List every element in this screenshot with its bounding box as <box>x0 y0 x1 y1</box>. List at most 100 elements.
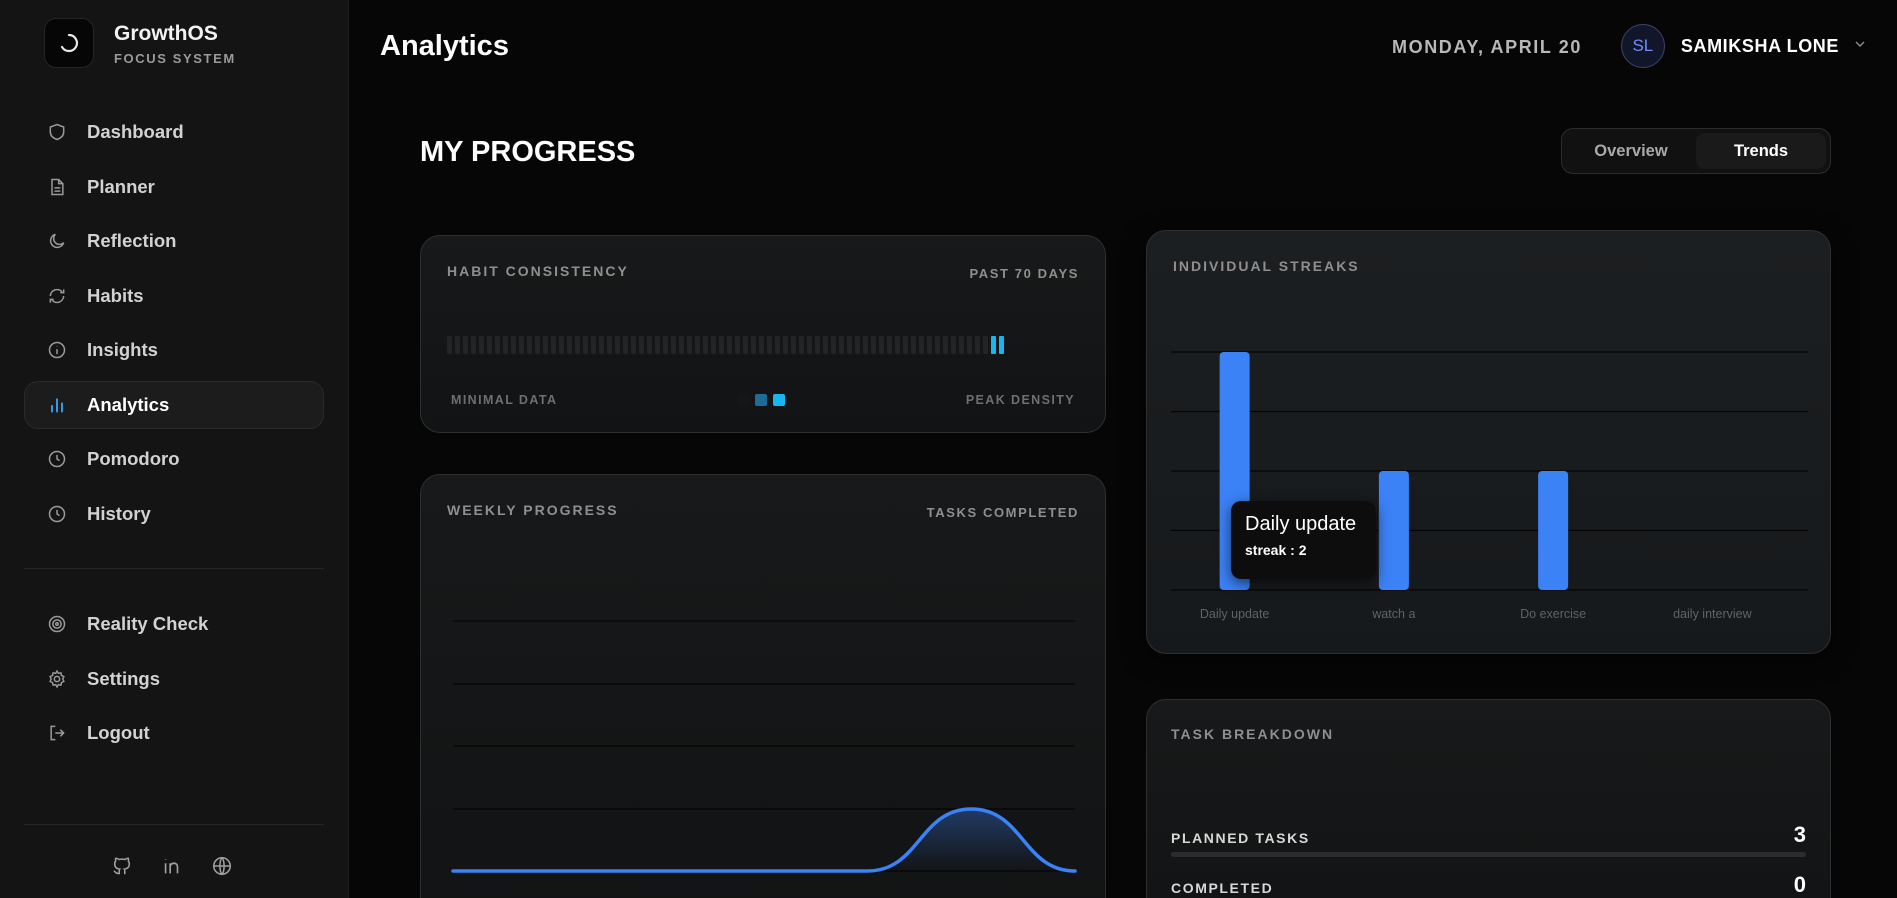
heatmap-day <box>575 336 580 354</box>
brand-name: GrowthOS <box>114 21 218 45</box>
breakdown-value: 0 <box>1793 872 1806 897</box>
brand[interactable]: GrowthOS FOCUS SYSTEM <box>44 18 236 68</box>
clock-icon <box>45 447 69 471</box>
heatmap-day <box>639 336 644 354</box>
tooltip-title: Daily update <box>1245 513 1357 535</box>
sidebar-item-pomodoro[interactable]: Pomodoro <box>24 435 324 483</box>
heatmap-day <box>799 336 804 354</box>
sidebar-item-habits[interactable]: Habits <box>24 272 324 320</box>
heatmap-day <box>959 336 964 354</box>
heatmap-day <box>855 336 860 354</box>
heatmap-day <box>671 336 676 354</box>
heatmap-day <box>527 336 532 354</box>
avatar: SL <box>1620 24 1665 68</box>
sidebar-item-settings[interactable]: Settings <box>24 655 324 703</box>
heatmap-day <box>991 336 996 354</box>
page-title: Analytics <box>380 30 509 62</box>
heatmap-day <box>679 336 684 354</box>
individual-streaks-card: INDIVIDUAL STREAKS Daily update watch a Do… <box>1146 230 1831 654</box>
tooltip-value: streak : 2 <box>1245 542 1307 558</box>
sidebar-item-label: History <box>87 502 151 524</box>
sidebar-divider <box>24 824 324 825</box>
heatmap-day <box>895 336 900 354</box>
heatmap-day <box>535 336 540 354</box>
heatmap-day <box>695 336 700 354</box>
legend-max-label: PEAK DENSITY <box>965 393 1075 407</box>
sidebar-item-dashboard[interactable]: Dashboard <box>24 108 324 156</box>
sidebar-bottom-nav: Reality Check Settings Logout <box>24 600 324 764</box>
user-name: SAMIKSHA LONE <box>1680 35 1839 56</box>
heatmap-day <box>487 336 492 354</box>
sidebar: GrowthOS FOCUS SYSTEM Dashboard Planner … <box>0 0 349 898</box>
heatmap-day <box>583 336 588 354</box>
heatmap-day <box>655 336 660 354</box>
sidebar-item-analytics[interactable]: Analytics <box>24 380 324 429</box>
sidebar-item-planner[interactable]: Planner <box>24 163 324 211</box>
card-subtitle: TASKS COMPLETED <box>926 505 1079 520</box>
refresh-icon <box>45 284 69 308</box>
heatmap-day <box>951 336 956 354</box>
brand-logo-icon <box>44 18 94 68</box>
card-title: HABIT CONSISTENCY <box>447 263 629 279</box>
card-subtitle: PAST 70 DAYS <box>969 266 1079 281</box>
heatmap-day <box>767 336 772 354</box>
info-icon <box>45 338 69 362</box>
sidebar-item-label: Analytics <box>87 393 170 415</box>
heatmap-day <box>831 336 836 354</box>
gear-icon <box>45 667 69 691</box>
heatmap-day <box>823 336 828 354</box>
sidebar-item-logout[interactable]: Logout <box>24 709 324 757</box>
shield-icon <box>45 120 69 144</box>
chart-tooltip: Daily update streak : 2 <box>1231 501 1376 579</box>
habit-heatmap <box>447 336 1004 354</box>
heatmap-day <box>999 336 1004 354</box>
social-links <box>108 852 236 880</box>
heatmap-day <box>543 336 548 354</box>
sidebar-item-reflection[interactable]: Reflection <box>24 217 324 265</box>
breakdown-label: COMPLETED <box>1171 880 1274 896</box>
github-icon[interactable] <box>108 852 136 880</box>
heatmap-day <box>519 336 524 354</box>
weekly-progress-card: WEEKLY PROGRESS TASKS COMPLETED <box>420 474 1106 898</box>
heatmap-day <box>751 336 756 354</box>
heatmap-day <box>743 336 748 354</box>
history-icon <box>45 502 69 526</box>
sidebar-item-insights[interactable]: Insights <box>24 326 324 374</box>
sidebar-item-reality-check[interactable]: Reality Check <box>24 600 324 648</box>
heatmap-day <box>511 336 516 354</box>
heatmap-day <box>879 336 884 354</box>
heatmap-day <box>783 336 788 354</box>
view-toggle: Overview Trends <box>1561 128 1831 174</box>
weekly-progress-chart <box>451 620 1077 873</box>
x-tick-label: watch a <box>1371 607 1415 621</box>
heatmap-day <box>735 336 740 354</box>
tab-trends[interactable]: Trends <box>1696 133 1826 169</box>
breakdown-row-planned: PLANNED TASKS 3 <box>1171 822 1806 857</box>
heatmap-day <box>591 336 596 354</box>
sidebar-item-history[interactable]: History <box>24 490 324 538</box>
heatmap-day <box>447 336 452 354</box>
task-breakdown-card: TASK BREAKDOWN PLANNED TASKS 3 COMPLETED… <box>1146 699 1831 898</box>
card-title: INDIVIDUAL STREAKS <box>1173 258 1360 274</box>
sidebar-nav: Dashboard Planner Reflection Habits Insi… <box>24 108 324 544</box>
heatmap-day <box>967 336 972 354</box>
heatmap-day <box>551 336 556 354</box>
globe-icon[interactable] <box>208 852 236 880</box>
section-title: MY PROGRESS <box>420 136 636 168</box>
card-title: TASK BREAKDOWN <box>1171 726 1335 742</box>
heatmap-day <box>623 336 628 354</box>
x-tick-label: Daily update <box>1200 607 1270 621</box>
x-tick-label: Do exercise <box>1520 607 1586 621</box>
heatmap-day <box>703 336 708 354</box>
tab-overview[interactable]: Overview <box>1594 141 1668 160</box>
habit-consistency-card: HABIT CONSISTENCY PAST 70 DAYS MINIMAL D… <box>420 235 1106 433</box>
heatmap-day <box>719 336 724 354</box>
heatmap-day <box>727 336 732 354</box>
heatmap-day <box>887 336 892 354</box>
linkedin-icon[interactable] <box>158 852 186 880</box>
heatmap-day <box>935 336 940 354</box>
legend-swatch <box>755 394 767 406</box>
heatmap-day <box>759 336 764 354</box>
legend-swatch <box>773 394 785 406</box>
user-menu[interactable]: SL SAMIKSHA LONE <box>1620 24 1867 68</box>
